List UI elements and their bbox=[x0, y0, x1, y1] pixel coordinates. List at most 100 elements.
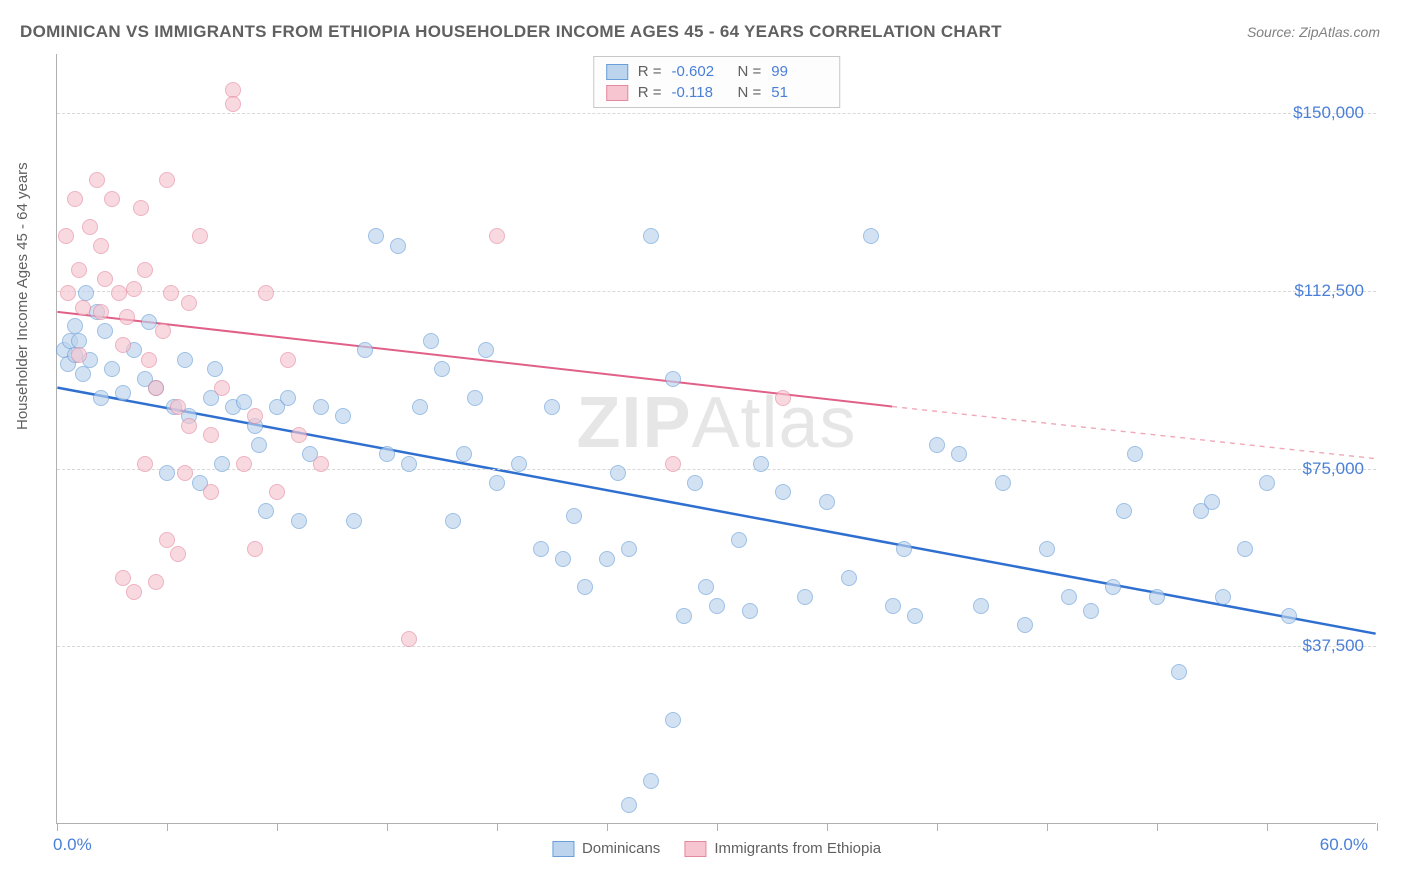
data-point bbox=[1061, 589, 1077, 605]
data-point bbox=[467, 390, 483, 406]
data-point bbox=[170, 546, 186, 562]
legend-swatch bbox=[552, 841, 574, 857]
data-point bbox=[1204, 494, 1220, 510]
data-point bbox=[137, 262, 153, 278]
watermark: ZIPAtlas bbox=[576, 382, 856, 464]
data-point bbox=[115, 570, 131, 586]
data-point bbox=[357, 342, 373, 358]
data-point bbox=[621, 797, 637, 813]
x-tick bbox=[1157, 823, 1158, 831]
data-point bbox=[214, 456, 230, 472]
data-point bbox=[544, 399, 560, 415]
data-point bbox=[665, 371, 681, 387]
data-point bbox=[665, 456, 681, 472]
gridline bbox=[57, 469, 1376, 470]
data-point bbox=[203, 427, 219, 443]
data-point bbox=[434, 361, 450, 377]
data-point bbox=[1105, 579, 1121, 595]
data-point bbox=[863, 228, 879, 244]
data-point bbox=[181, 418, 197, 434]
data-point bbox=[1171, 664, 1187, 680]
legend-swatch bbox=[606, 85, 628, 101]
y-tick-label: $75,000 bbox=[1303, 459, 1364, 479]
data-point bbox=[247, 541, 263, 557]
y-tick-label: $150,000 bbox=[1293, 103, 1364, 123]
data-point bbox=[71, 262, 87, 278]
data-point bbox=[775, 390, 791, 406]
x-tick bbox=[167, 823, 168, 831]
data-point bbox=[621, 541, 637, 557]
stat-r-value: -0.118 bbox=[672, 84, 728, 101]
stat-n-value: 99 bbox=[771, 63, 827, 80]
data-point bbox=[456, 446, 472, 462]
data-point bbox=[280, 352, 296, 368]
data-point bbox=[133, 200, 149, 216]
data-point bbox=[995, 475, 1011, 491]
data-point bbox=[258, 503, 274, 519]
data-point bbox=[1237, 541, 1253, 557]
data-point bbox=[698, 579, 714, 595]
data-point bbox=[423, 333, 439, 349]
data-point bbox=[973, 598, 989, 614]
legend-stats: R = -0.602 N = 99 R = -0.118 N = 51 bbox=[593, 56, 841, 108]
gridline bbox=[57, 113, 1376, 114]
data-point bbox=[445, 513, 461, 529]
data-point bbox=[1149, 589, 1165, 605]
data-point bbox=[148, 380, 164, 396]
data-point bbox=[731, 532, 747, 548]
legend-stat-row: R = -0.602 N = 99 bbox=[606, 61, 828, 82]
data-point bbox=[907, 608, 923, 624]
data-point bbox=[181, 295, 197, 311]
data-point bbox=[75, 366, 91, 382]
data-point bbox=[555, 551, 571, 567]
data-point bbox=[177, 352, 193, 368]
data-point bbox=[97, 271, 113, 287]
data-point bbox=[643, 228, 659, 244]
data-point bbox=[75, 300, 91, 316]
data-point bbox=[159, 532, 175, 548]
data-point bbox=[104, 191, 120, 207]
data-point bbox=[119, 309, 135, 325]
data-point bbox=[1039, 541, 1055, 557]
data-point bbox=[742, 603, 758, 619]
data-point bbox=[676, 608, 692, 624]
stat-label: R = bbox=[638, 63, 662, 80]
data-point bbox=[368, 228, 384, 244]
data-point bbox=[610, 465, 626, 481]
data-point bbox=[533, 541, 549, 557]
data-point bbox=[1116, 503, 1132, 519]
data-point bbox=[111, 285, 127, 301]
data-point bbox=[126, 281, 142, 297]
data-point bbox=[170, 399, 186, 415]
legend-label: Immigrants from Ethiopia bbox=[714, 840, 881, 857]
source-label: Source: ZipAtlas.com bbox=[1247, 24, 1380, 40]
data-point bbox=[335, 408, 351, 424]
data-point bbox=[885, 598, 901, 614]
x-tick bbox=[497, 823, 498, 831]
data-point bbox=[58, 228, 74, 244]
gridline bbox=[57, 646, 1376, 647]
x-tick bbox=[387, 823, 388, 831]
data-point bbox=[104, 361, 120, 377]
data-point bbox=[60, 285, 76, 301]
data-point bbox=[258, 285, 274, 301]
legend-item: Dominicans bbox=[552, 840, 660, 857]
data-point bbox=[412, 399, 428, 415]
x-tick bbox=[1267, 823, 1268, 831]
data-point bbox=[126, 584, 142, 600]
data-point bbox=[753, 456, 769, 472]
data-point bbox=[236, 394, 252, 410]
data-point bbox=[89, 172, 105, 188]
stat-label: N = bbox=[738, 63, 762, 80]
legend-swatch bbox=[684, 841, 706, 857]
data-point bbox=[401, 631, 417, 647]
x-tick bbox=[277, 823, 278, 831]
x-tick bbox=[1047, 823, 1048, 831]
legend-label: Dominicans bbox=[582, 840, 660, 857]
x-axis-label: 60.0% bbox=[1320, 835, 1368, 855]
data-point bbox=[797, 589, 813, 605]
data-point bbox=[511, 456, 527, 472]
data-point bbox=[1215, 589, 1231, 605]
data-point bbox=[819, 494, 835, 510]
stat-r-value: -0.602 bbox=[672, 63, 728, 80]
